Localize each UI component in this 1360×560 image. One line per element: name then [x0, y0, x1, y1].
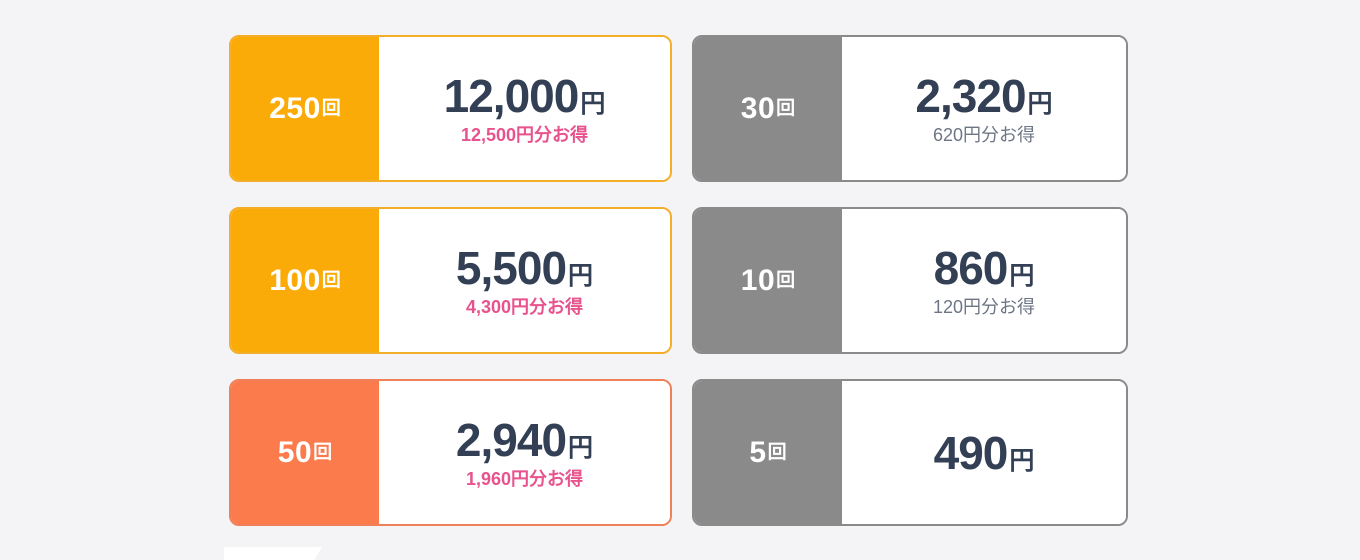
count-value: 250 [269, 91, 321, 125]
count-unit: 回 [776, 98, 796, 119]
price-5: 490円 [934, 430, 1035, 476]
price-amount: 490 [933, 426, 1009, 479]
price-amount: 2,940 [455, 414, 567, 466]
price-area-10: 860円 120円分お得 [842, 209, 1126, 352]
price-area-50: 2,940円 1,960円分お得 [379, 381, 670, 524]
price-area-30: 2,320円 620円分お得 [842, 37, 1126, 180]
count-unit: 回 [776, 270, 796, 291]
count-label-50: 50 回 [231, 381, 379, 524]
price-amount: 5,500 [455, 242, 567, 294]
pricing-grid: 250 回 12,000円 12,500円分お得 100 回 5,500円 4,30… [229, 35, 1128, 526]
price-area-5: 490円 [842, 381, 1126, 524]
price-option-100[interactable]: 100 回 5,500円 4,300円分お得 [229, 207, 672, 354]
discount-note-10: 120円分お得 [932, 297, 1036, 317]
currency-suffix: 円 [568, 262, 594, 290]
price-30: 2,320円 [915, 73, 1052, 119]
currency-suffix: 円 [580, 90, 606, 118]
count-unit: 回 [321, 270, 341, 291]
price-area-100: 5,500円 4,300円分お得 [379, 209, 670, 352]
count-label-10: 10 回 [694, 209, 842, 352]
count-value: 10 [740, 263, 776, 297]
count-label-250: 250 回 [231, 37, 379, 180]
discount-note-30: 620円分お得 [932, 125, 1036, 145]
price-option-30[interactable]: 30 回 2,320円 620円分お得 [692, 35, 1128, 182]
price-amount: 2,320 [915, 70, 1026, 122]
count-unit: 回 [767, 442, 787, 463]
count-unit: 回 [321, 98, 341, 119]
price-50: 2,940円 [456, 417, 593, 463]
count-value: 100 [269, 263, 321, 297]
price-250: 12,000円 [444, 73, 606, 119]
currency-suffix: 円 [568, 434, 594, 462]
count-value: 30 [740, 91, 776, 125]
discount-note-100: 4,300円分お得 [465, 297, 584, 317]
currency-suffix: 円 [1027, 90, 1053, 118]
price-100: 5,500円 [456, 245, 593, 291]
count-value: 50 [277, 435, 313, 469]
partial-next-card [224, 547, 322, 560]
price-amount: 12,000 [443, 70, 580, 122]
price-option-50[interactable]: 50 回 2,940円 1,960円分お得 [229, 379, 672, 526]
price-option-10[interactable]: 10 回 860円 120円分お得 [692, 207, 1128, 354]
price-10: 860円 [934, 245, 1035, 291]
price-amount: 860 [933, 242, 1009, 294]
currency-suffix: 円 [1009, 262, 1035, 290]
count-value: 5 [749, 435, 767, 469]
discount-note-50: 1,960円分お得 [465, 469, 584, 489]
count-label-30: 30 回 [694, 37, 842, 180]
count-unit: 回 [313, 442, 333, 463]
discount-note-250: 12,500円分お得 [460, 125, 589, 145]
price-option-250[interactable]: 250 回 12,000円 12,500円分お得 [229, 35, 672, 182]
price-area-250: 12,000円 12,500円分お得 [379, 37, 670, 180]
count-label-100: 100 回 [231, 209, 379, 352]
currency-suffix: 円 [1009, 446, 1035, 475]
